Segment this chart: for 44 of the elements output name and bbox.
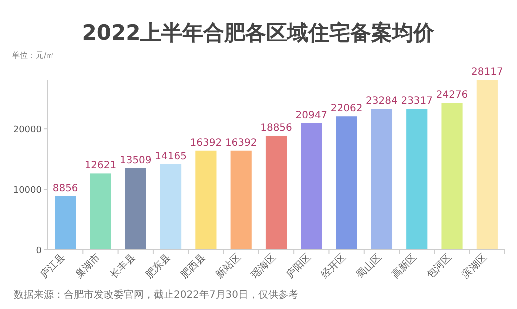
bar <box>442 103 463 250</box>
x-tick-label: 滨湖区 <box>460 252 490 282</box>
x-tick-label: 蜀山区 <box>354 252 384 282</box>
y-axis-title: 单位：元/㎡ <box>12 51 55 60</box>
data-label: 16392 <box>225 138 258 149</box>
data-label: 23284 <box>366 96 398 108</box>
bar <box>476 80 498 250</box>
data-label: 22062 <box>330 104 363 115</box>
bar <box>406 109 428 250</box>
bar <box>196 150 217 250</box>
bar <box>90 174 112 250</box>
chart-title: 2022上半年合肥各区域住宅备案均价 <box>82 21 436 45</box>
y-tick-label: 10000 <box>13 186 42 196</box>
data-label: 14165 <box>155 151 187 162</box>
x-tick-label: 肥东县 <box>143 252 174 282</box>
x-tick-label: 巢湖市 <box>73 252 103 282</box>
x-tick-label: 肥西县 <box>179 252 208 282</box>
y-tick-label: 20000 <box>13 126 42 136</box>
bar <box>125 168 146 250</box>
y-tick-label: 0 <box>36 246 42 256</box>
x-tick-label: 经开区 <box>319 252 349 282</box>
bar <box>230 150 252 250</box>
bar <box>371 109 393 250</box>
bar <box>160 164 182 250</box>
bar <box>336 116 358 250</box>
data-label: 13509 <box>120 155 152 166</box>
bar <box>55 196 76 250</box>
data-label: 24276 <box>436 90 468 102</box>
source-note: 数据来源：合肥市发改委官网，截止2022年7月30日，仅供参考 <box>14 289 299 301</box>
bar <box>301 123 322 250</box>
x-tick-label: 长丰县 <box>108 252 138 282</box>
data-label: 28117 <box>472 67 504 78</box>
bar <box>266 136 288 250</box>
x-tick-label: 包河区 <box>424 252 454 282</box>
data-label: 23317 <box>401 96 434 108</box>
x-tick-label: 新站区 <box>214 252 244 282</box>
data-label: 18856 <box>260 122 292 134</box>
data-label: 20947 <box>296 110 328 122</box>
data-label: 8856 <box>52 183 78 194</box>
data-label: 16392 <box>190 138 222 149</box>
x-tick-label: 瑶海区 <box>248 252 279 282</box>
data-label: 12621 <box>84 160 117 172</box>
x-tick-label: 庐阳区 <box>284 252 314 282</box>
x-tick-label: 高新区 <box>390 252 420 282</box>
